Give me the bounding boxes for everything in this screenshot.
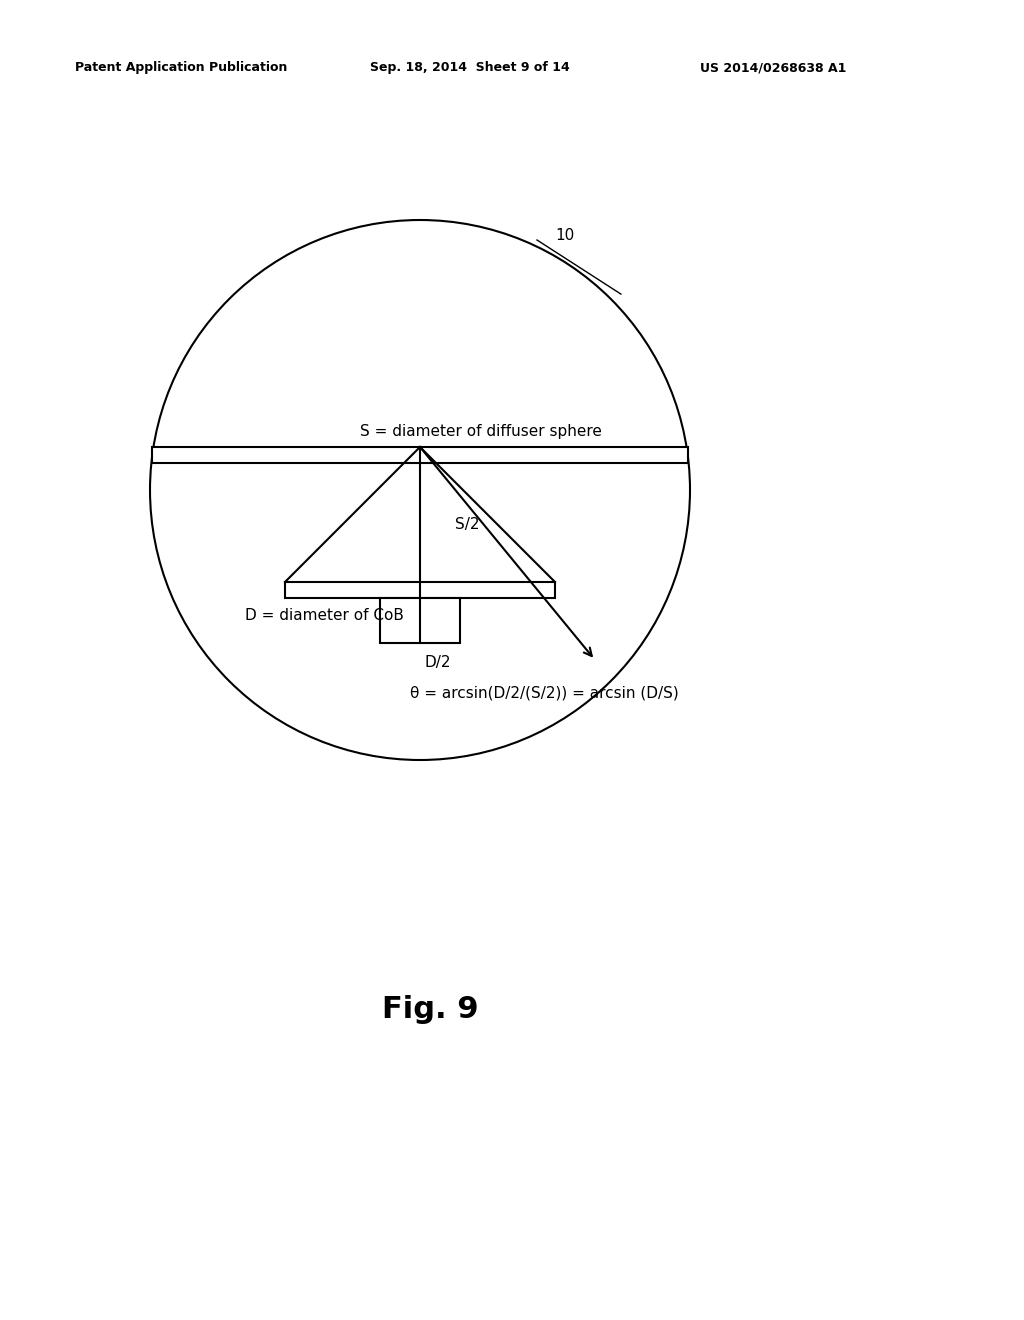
Text: Patent Application Publication: Patent Application Publication [75,62,288,74]
Bar [285,582,555,598]
Text: D = diameter of CoB: D = diameter of CoB [245,609,403,623]
Text: Fig. 9: Fig. 9 [382,995,478,1024]
Bar [380,598,460,643]
Text: S/2: S/2 [455,517,479,532]
Bar [152,447,688,463]
Text: US 2014/0268638 A1: US 2014/0268638 A1 [700,62,847,74]
Text: θ = arcsin(D/2/(S/2)) = arcsin (D/S): θ = arcsin(D/2/(S/2)) = arcsin (D/S) [410,685,679,700]
Text: S = diameter of diffuser sphere: S = diameter of diffuser sphere [360,424,602,440]
Text: 10: 10 [555,227,574,243]
Text: D/2: D/2 [425,655,452,671]
Text: Sep. 18, 2014  Sheet 9 of 14: Sep. 18, 2014 Sheet 9 of 14 [370,62,569,74]
